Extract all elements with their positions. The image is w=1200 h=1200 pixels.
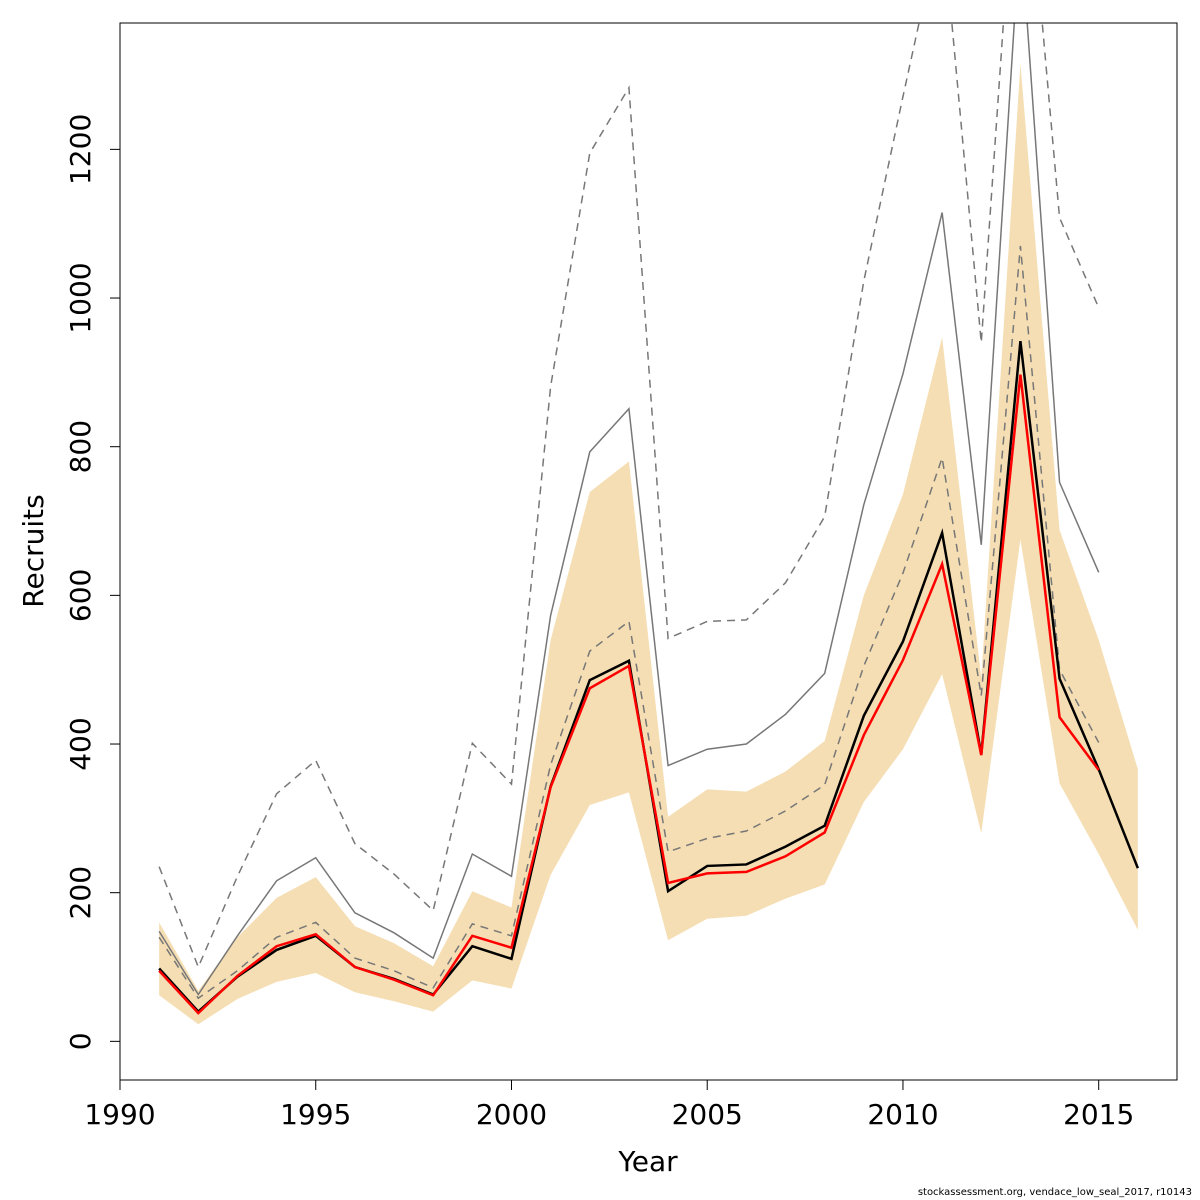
plot-area <box>158 23 1140 1025</box>
dashed-series-line-4 <box>158 23 1100 969</box>
x-tick-label: 2010 <box>867 1098 938 1131</box>
confidence-band <box>159 63 1138 1025</box>
y-axis-label: Recruits <box>17 494 50 607</box>
y-tick-label: 0 <box>64 1032 97 1050</box>
x-tick-label: 2000 <box>476 1098 547 1131</box>
y-tick-label: 400 <box>64 717 97 770</box>
y-tick-label: 600 <box>64 569 97 622</box>
y-tick-label: 200 <box>64 866 97 919</box>
x-tick-label: 1990 <box>84 1098 155 1131</box>
x-axis: 1990 1995 2000 2005 2010 2015 <box>84 1079 1134 1131</box>
x-tick-label: 2015 <box>1063 1098 1134 1131</box>
x-tick-label: 1995 <box>280 1098 351 1131</box>
red-series-line-1 <box>158 374 1100 1015</box>
dashed-series-line-5 <box>158 245 1100 1000</box>
grey-series-line-3 <box>158 23 1100 996</box>
y-tick-label: 800 <box>64 420 97 473</box>
footer-credit: stockassessment.org, vendace_low_seal_20… <box>917 1187 1192 1198</box>
y-axis: 0 200 400 600 800 1000 1200 <box>64 114 121 1050</box>
x-tick-label: 2005 <box>672 1098 743 1131</box>
y-tick-label: 1000 <box>64 262 97 333</box>
x-axis-label: Year <box>617 1145 678 1178</box>
y-tick-label: 1200 <box>64 114 97 185</box>
